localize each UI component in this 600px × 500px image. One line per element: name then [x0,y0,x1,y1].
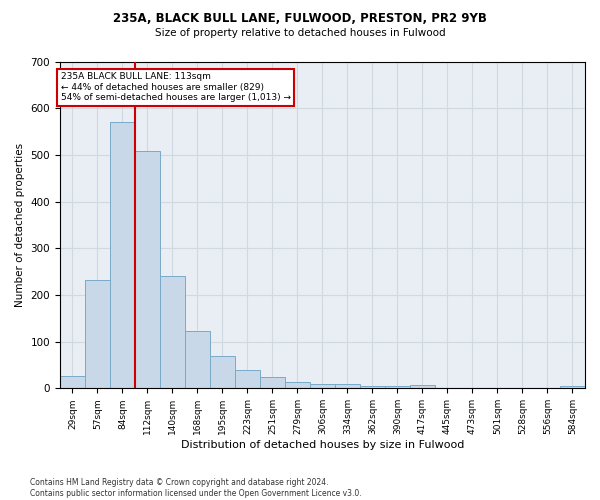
Text: 235A, BLACK BULL LANE, FULWOOD, PRESTON, PR2 9YB: 235A, BLACK BULL LANE, FULWOOD, PRESTON,… [113,12,487,26]
Bar [235,370,260,388]
Bar [285,382,310,388]
Bar [360,386,385,388]
X-axis label: Distribution of detached houses by size in Fulwood: Distribution of detached houses by size … [181,440,464,450]
Bar [60,376,85,388]
Bar [210,356,235,388]
Text: 235A BLACK BULL LANE: 113sqm
← 44% of detached houses are smaller (829)
54% of s: 235A BLACK BULL LANE: 113sqm ← 44% of de… [61,72,290,102]
Bar [385,386,410,388]
Text: Size of property relative to detached houses in Fulwood: Size of property relative to detached ho… [155,28,445,38]
Bar [185,331,210,388]
Y-axis label: Number of detached properties: Number of detached properties [15,143,25,307]
Bar [410,385,435,388]
Text: Contains HM Land Registry data © Crown copyright and database right 2024.
Contai: Contains HM Land Registry data © Crown c… [30,478,362,498]
Bar [110,122,135,388]
Bar [135,151,160,388]
Bar [310,384,335,388]
Bar [335,384,360,388]
Bar [560,386,585,388]
Bar [85,280,110,388]
Bar [260,376,285,388]
Bar [160,276,185,388]
